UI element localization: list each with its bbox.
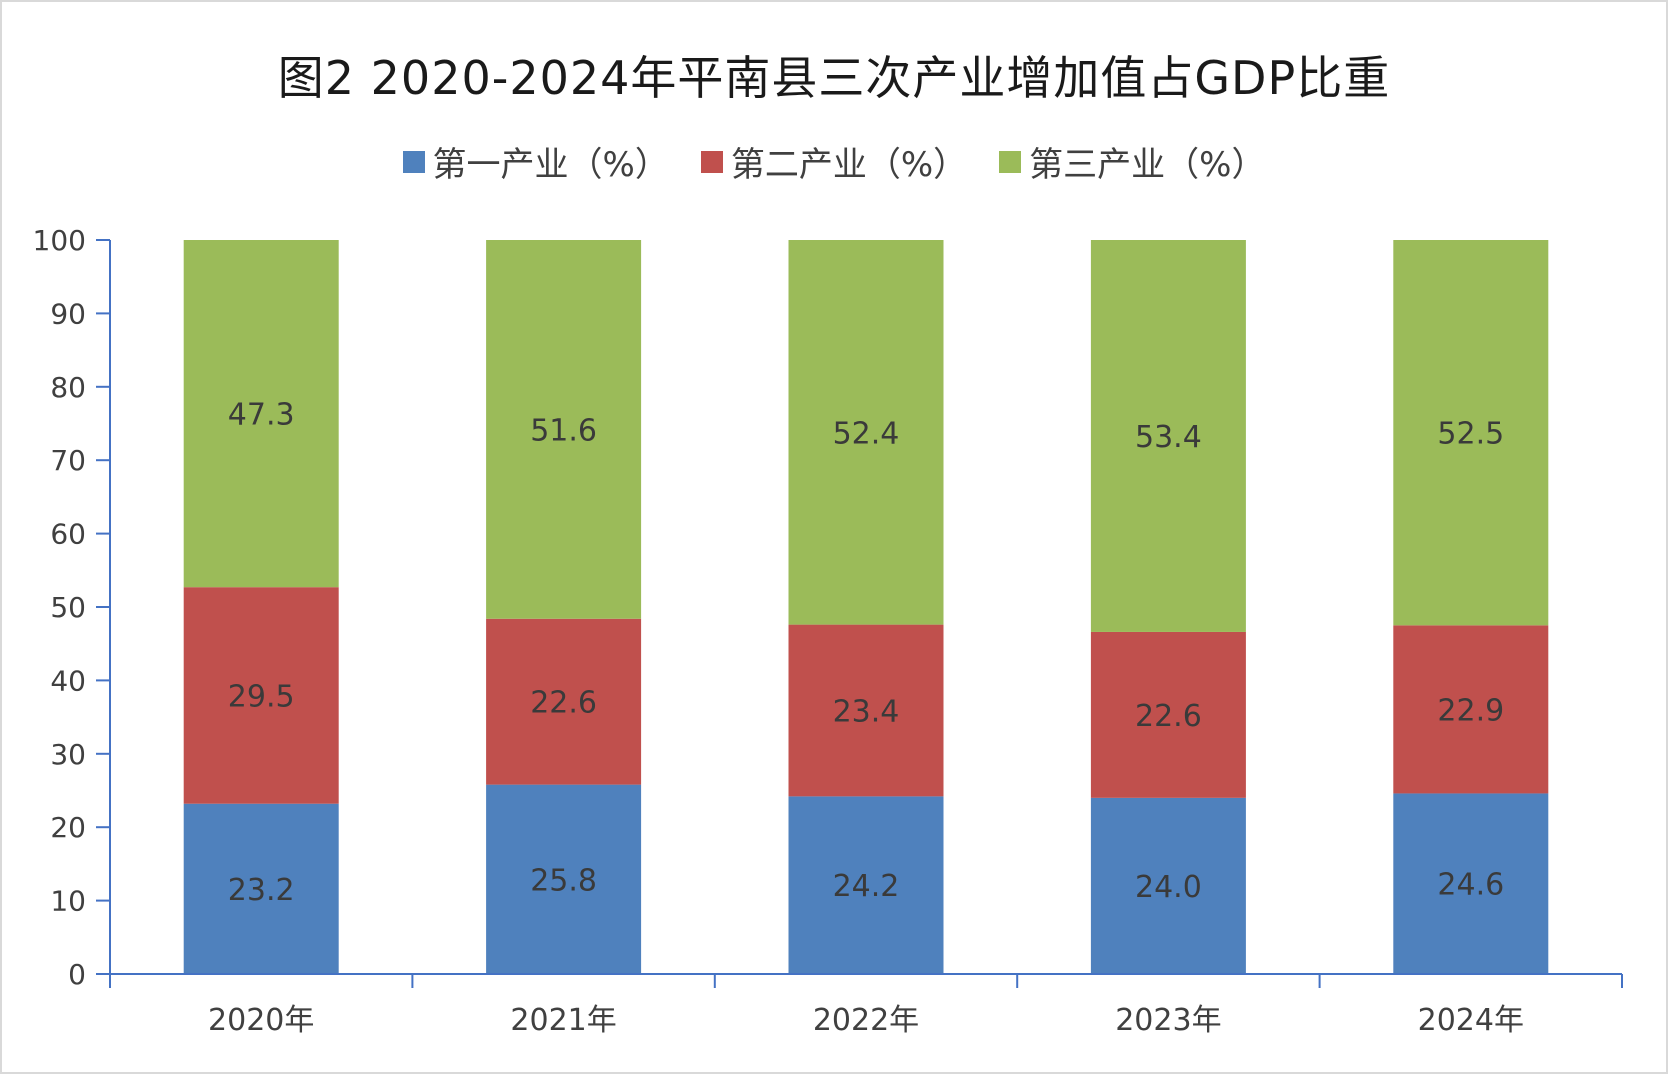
data-label: 22.6: [1135, 699, 1202, 734]
data-label: 52.4: [833, 416, 900, 451]
category-label: 2022年: [813, 1003, 919, 1038]
bar-segment: [486, 240, 642, 619]
bar-segment: [1090, 240, 1246, 632]
chart-title: 图2 2020-2024年平南县三次产业增加值占GDP比重: [277, 51, 1391, 105]
bar-segment: [1090, 797, 1246, 974]
legend-item-secondary: 第二产业（%）: [700, 137, 968, 186]
y-tick-label: 100: [33, 224, 86, 257]
bar-segment: [788, 796, 944, 974]
data-label: 24.2: [833, 869, 900, 904]
data-label: 51.6: [530, 413, 597, 448]
legend-item-primary: 第一产业（%）: [402, 137, 669, 186]
bar-segment: [1393, 625, 1549, 794]
data-label: 22.6: [530, 686, 597, 721]
y-tick-label: 20: [50, 811, 86, 844]
y-tick-label: 0: [68, 958, 86, 991]
data-label: 25.8: [530, 863, 597, 898]
bar-segment: [486, 618, 642, 785]
legend-label-primary: 第一产业（%）: [432, 145, 669, 185]
legend-swatch-secondary: [700, 150, 723, 173]
legend-swatch-tertiary: [999, 150, 1022, 173]
legend-item-tertiary: 第三产业（%）: [999, 137, 1265, 186]
data-label: 24.0: [1135, 870, 1202, 905]
data-label: 29.5: [228, 679, 295, 714]
y-tick-label: 50: [50, 591, 86, 624]
bar-segment: [183, 803, 339, 974]
category-label: 2023年: [1115, 1003, 1221, 1038]
y-tick-label: 10: [50, 885, 86, 918]
data-label: 24.6: [1437, 868, 1504, 903]
bar-segment: [1090, 631, 1246, 798]
legend-label-tertiary: 第三产业（%）: [1029, 145, 1266, 185]
data-label: 22.9: [1437, 693, 1504, 728]
bar-segment: [788, 624, 944, 797]
data-label: 23.2: [228, 873, 295, 908]
bar-segment: [183, 587, 339, 804]
category-label: 2024年: [1418, 1003, 1524, 1038]
category-label: 2021年: [510, 1003, 616, 1038]
y-tick-label: 90: [50, 297, 86, 330]
bar-segment: [183, 240, 339, 588]
y-tick-label: 80: [50, 371, 86, 404]
data-label: 52.5: [1437, 417, 1504, 452]
category-label: 2020年: [208, 1003, 314, 1038]
bar-segment: [788, 240, 944, 625]
legend: 第一产业（%） 第二产业（%） 第三产业（%）: [2, 137, 1666, 186]
bar-segment: [1393, 793, 1549, 974]
data-label: 53.4: [1135, 420, 1202, 455]
y-tick-label: 30: [50, 738, 86, 771]
bar-segment: [486, 784, 642, 974]
data-label: 23.4: [833, 694, 900, 729]
data-label: 47.3: [228, 398, 295, 433]
legend-swatch-primary: [402, 150, 425, 173]
bar-segment: [1393, 240, 1549, 626]
y-tick-label: 60: [50, 518, 86, 551]
legend-label-secondary: 第二产业（%）: [730, 145, 968, 185]
y-tick-label: 40: [50, 664, 86, 697]
y-tick-label: 70: [50, 444, 86, 477]
